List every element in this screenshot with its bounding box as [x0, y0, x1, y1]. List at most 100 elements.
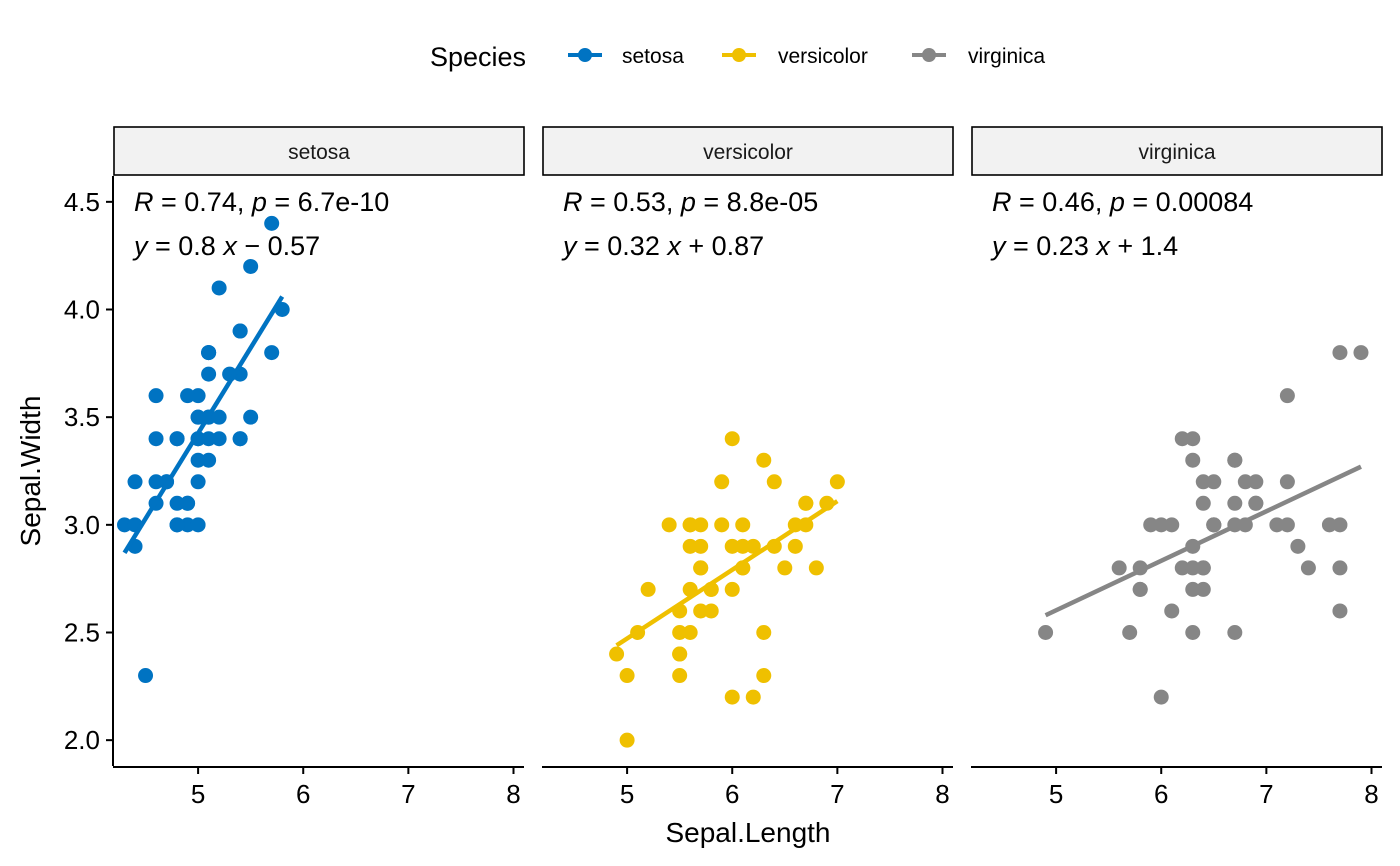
legend-title: Species — [430, 42, 526, 72]
legend-key-dot-versicolor — [732, 48, 746, 62]
data-point-versicolor — [672, 668, 688, 684]
data-point-setosa — [264, 345, 280, 361]
data-point-versicolor — [661, 517, 677, 533]
data-point-versicolor — [756, 452, 772, 468]
p-value: 0.00084 — [1156, 187, 1254, 217]
data-point-versicolor — [682, 538, 698, 554]
data-point-versicolor — [609, 646, 625, 662]
x-tick-label: 5 — [191, 779, 205, 809]
eq-x: x — [1094, 231, 1111, 261]
data-point-setosa — [243, 258, 259, 274]
eq-op: − — [237, 231, 268, 261]
data-point-virginica — [1132, 581, 1148, 597]
x-tick-label: 8 — [935, 779, 949, 809]
data-point-setosa — [232, 431, 248, 447]
data-point-virginica — [1248, 495, 1264, 511]
eq-y: y — [561, 231, 578, 261]
data-point-virginica — [1185, 581, 1201, 597]
data-point-setosa — [148, 388, 164, 404]
strip-label-virginica: virginica — [1138, 141, 1215, 164]
data-point-versicolor — [619, 732, 635, 748]
data-point-versicolor — [724, 689, 740, 705]
regression-equation-versicolor: y = 0.32 x + 0.87 — [561, 231, 764, 261]
eq-space — [1089, 231, 1097, 261]
p-equals: = — [1125, 187, 1156, 217]
legend-label-versicolor: versicolor — [778, 45, 868, 68]
eq-equals: = — [1006, 231, 1037, 261]
legend-key-dot-virginica — [922, 48, 936, 62]
data-point-virginica — [1195, 474, 1211, 490]
data-point-virginica — [1300, 560, 1316, 576]
x-tick-label: 8 — [506, 779, 520, 809]
data-point-setosa — [148, 474, 164, 490]
eq-slope: 0.23 — [1036, 231, 1089, 261]
r-separator: , — [1095, 187, 1110, 217]
data-point-virginica — [1332, 603, 1348, 619]
y-tick-label: 2.0 — [64, 725, 100, 755]
data-point-setosa — [127, 474, 143, 490]
data-point-virginica — [1195, 581, 1211, 597]
strip-box-versicolor — [542, 126, 954, 176]
data-point-virginica — [1248, 474, 1264, 490]
data-point-virginica — [1332, 560, 1348, 576]
r-symbol: R — [992, 187, 1012, 217]
r-equals: = — [583, 187, 614, 217]
data-point-versicolor — [714, 474, 730, 490]
eq-space — [660, 231, 668, 261]
y-tick-label: 3.0 — [64, 510, 100, 540]
data-point-virginica — [1195, 560, 1211, 576]
data-point-versicolor — [735, 517, 751, 533]
data-point-virginica — [1227, 624, 1243, 640]
data-point-versicolor — [714, 517, 730, 533]
eq-y: y — [990, 231, 1007, 261]
data-point-setosa — [190, 388, 206, 404]
r-equals: = — [1012, 187, 1043, 217]
data-point-setosa — [190, 409, 206, 425]
r-separator: , — [666, 187, 681, 217]
data-point-versicolor — [798, 495, 814, 511]
data-point-virginica — [1332, 345, 1348, 361]
eq-x: x — [221, 231, 238, 261]
data-point-virginica — [1153, 517, 1169, 533]
correlation-label-versicolor: R = 0.53, p = 8.8e-05 — [563, 187, 818, 217]
eq-equals: = — [577, 231, 608, 261]
data-point-virginica — [1195, 495, 1211, 511]
data-point-setosa — [190, 517, 206, 533]
data-point-virginica — [1185, 624, 1201, 640]
data-point-versicolor — [672, 624, 688, 640]
y-tick-label: 2.5 — [64, 617, 100, 647]
data-point-versicolor — [693, 603, 709, 619]
strip-box-setosa — [113, 126, 525, 176]
y-tick-label: 3.5 — [64, 402, 100, 432]
x-tick-label: 7 — [1259, 779, 1273, 809]
data-point-virginica — [1111, 560, 1127, 576]
data-point-setosa — [169, 495, 185, 511]
data-point-versicolor — [756, 668, 772, 684]
data-point-versicolor — [693, 517, 709, 533]
data-point-setosa — [201, 345, 217, 361]
data-point-virginica — [1038, 624, 1054, 640]
y-axis: 2.0 2.5 3.0 3.5 4.0 4.5 — [64, 176, 114, 766]
facet-panel-setosa: setosa 5 6 7 8 R = 0.74, p = 6.7e-10 y = 0.8 x… — [113, 126, 525, 809]
p-value: 8.8e-05 — [727, 187, 819, 217]
data-point-virginica — [1227, 452, 1243, 468]
data-point-versicolor — [724, 538, 740, 554]
data-point-setosa — [264, 215, 280, 231]
data-point-virginica — [1290, 538, 1306, 554]
regression-line-versicolor — [615, 499, 839, 648]
data-point-setosa — [211, 431, 227, 447]
p-equals: = — [267, 187, 298, 217]
facet-panel-virginica: virginica 5 6 7 8 R = 0.46, p = 0.00084 y = 0.… — [971, 126, 1383, 809]
p-value: 6.7e-10 — [298, 187, 390, 217]
regression-equation-virginica: y = 0.23 x + 1.4 — [990, 231, 1178, 261]
data-point-setosa — [232, 323, 248, 339]
r-symbol: R — [134, 187, 154, 217]
x-tick-label: 5 — [1049, 779, 1063, 809]
data-point-setosa — [180, 517, 196, 533]
x-tick-label: 7 — [401, 779, 415, 809]
data-point-versicolor — [766, 474, 782, 490]
x-tick-label: 6 — [1154, 779, 1168, 809]
data-point-versicolor — [693, 560, 709, 576]
data-point-virginica — [1174, 431, 1190, 447]
correlation-label-setosa: R = 0.74, p = 6.7e-10 — [134, 187, 389, 217]
